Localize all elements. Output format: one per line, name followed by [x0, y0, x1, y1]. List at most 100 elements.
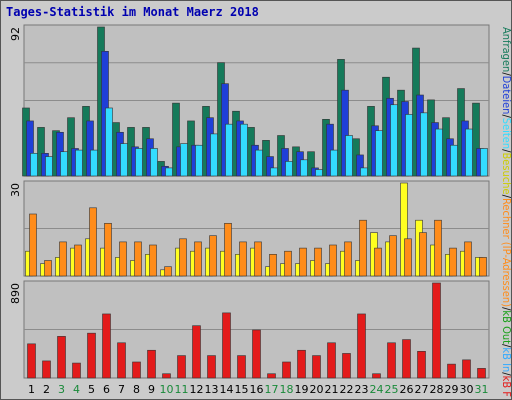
legend-item-15: kB F: [500, 376, 512, 397]
bar-rechner-ip-adressen--27: [419, 232, 427, 277]
day-label-7: 7: [118, 383, 125, 396]
bar-seiten-19: [300, 159, 308, 177]
bar-rechner-ip-adressen--16: [254, 241, 262, 277]
bar-kb-f-29: [447, 363, 456, 379]
bar-rechner-ip-adressen--8: [134, 241, 142, 277]
bar-kb-f-2: [42, 360, 51, 379]
bar-dateien-23: [356, 154, 364, 177]
bar-kb-f-24: [372, 373, 381, 379]
legend-item-2: /: [500, 72, 512, 76]
bar-seiten-4: [75, 149, 83, 177]
bar-seiten-13: [210, 133, 218, 177]
day-label-8: 8: [133, 383, 140, 396]
legend-item-5: Seiten: [500, 118, 512, 149]
day-label-1: 1: [28, 383, 35, 396]
bar-seiten-28: [435, 128, 443, 177]
bar-rechner-ip-adressen--14: [224, 223, 232, 277]
bar-seiten-16: [255, 149, 263, 177]
bar-dateien-5: [86, 120, 94, 177]
bar-seiten-15: [240, 123, 248, 177]
day-label-25: 25: [385, 383, 399, 396]
bar-kb-f-1: [27, 343, 36, 379]
bar-seiten-29: [450, 144, 458, 177]
bar-kb-f-12: [192, 325, 201, 379]
bar-rechner-ip-adressen--2: [44, 260, 52, 277]
bar-rechner-ip-adressen--26: [404, 238, 412, 277]
bar-kb-f-30: [462, 359, 471, 379]
bar-seiten-25: [390, 104, 398, 177]
bar-kb-f-4: [72, 362, 81, 379]
bar-seiten-23: [360, 167, 368, 177]
bar-rechner-ip-adressen--15: [239, 241, 247, 277]
bar-seiten-21: [330, 149, 338, 177]
legend-item-12: /: [500, 344, 512, 348]
bar-seiten-27: [420, 112, 428, 177]
day-label-17: 17: [265, 383, 279, 396]
day-label-19: 19: [295, 383, 309, 396]
bar-rechner-ip-adressen--19: [299, 247, 307, 277]
day-label-4: 4: [73, 383, 80, 396]
legend-item-4: /: [500, 114, 512, 118]
bar-seiten-6: [105, 107, 113, 177]
legend-item-14: /: [500, 372, 512, 376]
bar-rechner-ip-adressen--29: [449, 247, 457, 277]
day-label-15: 15: [235, 383, 249, 396]
bar-rechner-ip-adressen--6: [104, 223, 112, 277]
bar-kb-f-7: [117, 342, 126, 379]
bar-seiten-31: [480, 148, 488, 177]
day-label-21: 21: [325, 383, 339, 396]
bar-seiten-10: [165, 167, 173, 177]
bar-rechner-ip-adressen--28: [434, 219, 442, 277]
legend-item-6: /: [500, 149, 512, 153]
day-label-23: 23: [355, 383, 369, 396]
bar-seiten-14: [225, 123, 233, 177]
legend-item-1: Anfragen: [500, 27, 512, 72]
day-label-27: 27: [415, 383, 429, 396]
bar-seiten-30: [465, 128, 473, 177]
bar-rechner-ip-adressen--10: [164, 266, 172, 277]
bar-seiten-9: [150, 148, 158, 177]
bar-seiten-26: [405, 114, 413, 177]
bar-kb-f-16: [252, 329, 261, 379]
bar-seiten-12: [195, 144, 203, 177]
bar-kb-f-28: [432, 282, 441, 379]
day-label-2: 2: [43, 383, 50, 396]
day-label-13: 13: [205, 383, 219, 396]
bar-seiten-24: [375, 130, 383, 177]
day-label-28: 28: [430, 383, 444, 396]
bar-kb-f-6: [102, 313, 111, 379]
bar-kb-f-5: [87, 332, 96, 379]
bar-dateien-17: [266, 156, 274, 177]
bar-besuche-26: [400, 182, 408, 277]
bar-rechner-ip-adressen--25: [389, 235, 397, 277]
bar-anfragen-4: [67, 117, 75, 177]
legend-item-9: Rechner (IP-Adressen): [500, 198, 512, 307]
bar-kb-f-9: [147, 349, 156, 379]
bar-rechner-ip-adressen--21: [329, 244, 337, 277]
bar-seiten-2: [45, 156, 53, 177]
bar-kb-f-17: [267, 373, 276, 379]
bar-kb-f-26: [402, 339, 411, 379]
day-label-30: 30: [460, 383, 474, 396]
day-label-31: 31: [475, 383, 489, 396]
bar-rechner-ip-adressen--30: [464, 241, 472, 277]
bar-kb-f-23: [357, 313, 366, 379]
bar-seiten-20: [315, 169, 323, 177]
day-label-20: 20: [310, 383, 324, 396]
bar-anfragen-11: [172, 102, 180, 177]
scale-label-1: 92: [9, 27, 22, 41]
day-label-16: 16: [250, 383, 264, 396]
legend-item-8: /: [500, 195, 512, 199]
legend-item-13: kB In: [500, 347, 512, 372]
bar-seiten-5: [90, 149, 98, 177]
bar-rechner-ip-adressen--23: [359, 219, 367, 277]
day-label-9: 9: [148, 383, 155, 396]
day-label-11: 11: [175, 383, 189, 396]
bar-kb-f-15: [237, 355, 246, 379]
bar-rechner-ip-adressen--13: [209, 235, 217, 277]
bar-rechner-ip-adressen--4: [74, 244, 82, 277]
bar-seiten-1: [30, 153, 38, 177]
bar-rechner-ip-adressen--11: [179, 238, 187, 277]
bar-rechner-ip-adressen--9: [149, 244, 157, 277]
